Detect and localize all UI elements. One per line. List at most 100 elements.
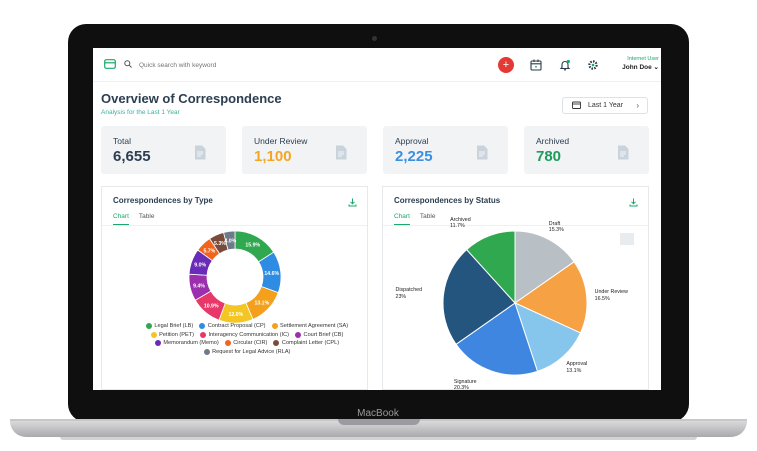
donut-data-label: 13.1% — [254, 300, 269, 306]
pie-slice-dispatched[interactable] — [442, 248, 516, 346]
donut-data-label: 4.0% — [224, 238, 236, 244]
pie-label-under-review: Under Review 16.5% — [595, 289, 628, 302]
search-icon — [124, 60, 132, 68]
type-panel-title: Correspondences by Type — [113, 196, 213, 205]
pie-label-value: 11.7% — [450, 223, 465, 230]
pie-label-name: Dispatched — [395, 287, 423, 294]
pie-label-name: Signature — [453, 378, 477, 385]
stat-value: 6,655 — [113, 148, 151, 165]
legend-item-petition-pet[interactable]: Petition (PET) — [150, 331, 194, 338]
pie-label-name: Under Review — [594, 289, 628, 296]
chevron-right-icon: › — [636, 101, 639, 110]
pie-label-value: 23% — [395, 293, 407, 300]
user-role: Internet User — [627, 56, 659, 62]
stat-label: Under Review — [254, 136, 308, 146]
pie-label-approval: Approval 13.1% — [566, 361, 587, 374]
pie-label-archived: Archived 11.7% — [450, 217, 471, 230]
tab-table[interactable]: Table — [419, 213, 436, 220]
pie-label-draft: Draft 15.3% — [549, 221, 564, 234]
stat-card-total[interactable]: Total 6,655 — [101, 126, 226, 174]
bell-icon[interactable] — [559, 59, 571, 71]
pie-slice-archived[interactable] — [465, 230, 516, 305]
add-button[interactable]: + — [498, 57, 514, 73]
pie-menu-placeholder — [620, 233, 634, 245]
document-icon — [476, 145, 488, 160]
tab-chart[interactable]: Chart — [394, 213, 410, 225]
pie-slice-under-review[interactable] — [513, 261, 588, 334]
document-icon — [335, 145, 347, 160]
stat-value: 1,100 — [254, 148, 292, 165]
user-name: John Doe ⌄ — [622, 64, 659, 71]
donut-data-label: 10.9% — [204, 303, 219, 309]
tab-chart[interactable]: Chart — [113, 213, 129, 225]
pie-label-value: 15.3% — [548, 227, 564, 234]
legend-label: Legal Brief (LB) — [154, 323, 194, 330]
legend-swatch — [154, 340, 161, 347]
date-range-label: Last 1 Year — [588, 102, 624, 109]
pie-label-signature: Signature 20.3% — [454, 379, 477, 390]
legend-label: Request for Legal Advice (RLA) — [212, 349, 291, 356]
pie-slice-draft[interactable] — [514, 230, 575, 304]
tab-table[interactable]: Table — [138, 213, 155, 220]
pie-label-value: 13.1% — [566, 367, 582, 374]
pie-label-name: Approval — [566, 361, 588, 368]
legend-label: Memorandum (Memo) — [163, 340, 219, 347]
page-title: Overview of Correspondence — [101, 91, 282, 106]
donut-data-label: 5.3% — [214, 241, 226, 247]
page-subtitle: Analysis for the Last 1 Year — [101, 109, 180, 116]
donut-slice-request-for-legal-advice-rla[interactable] — [223, 230, 236, 251]
status-panel-title: Correspondences by Status — [394, 196, 501, 205]
pie-slice-signature[interactable] — [455, 302, 539, 376]
laptop-base — [10, 421, 747, 437]
pie-label-name: Archived — [450, 216, 471, 223]
legend-item-request-for-legal-advice-rla[interactable]: Request for Legal Advice (RLA) — [203, 349, 291, 356]
legend-swatch — [199, 323, 206, 330]
search-input[interactable] — [139, 58, 339, 72]
laptop-notch — [338, 419, 420, 425]
pie-slice-approval[interactable] — [514, 302, 582, 373]
donut-data-label: 5.7% — [203, 248, 215, 254]
laptop-brand: MacBook — [357, 408, 399, 419]
legend-swatch — [224, 340, 231, 347]
document-icon — [617, 145, 629, 160]
legend-label: Interagency Communication (IC) — [208, 331, 290, 338]
document-icon — [194, 145, 206, 160]
legend-item-contract-proposal-cp[interactable]: Contract Proposal (CP) — [199, 323, 266, 330]
type-panel: Correspondences by Type Chart Table 15.9… — [101, 186, 368, 390]
calendar-icon[interactable] — [530, 59, 542, 71]
legend-swatch — [271, 323, 278, 330]
legend-item-circular-cir[interactable]: Circular (CIR) — [224, 340, 268, 347]
stat-card-under-review[interactable]: Under Review 1,100 — [242, 126, 367, 174]
stat-value: 780 — [536, 148, 562, 165]
legend-swatch — [203, 349, 210, 356]
legend-item-memorandum-memo[interactable]: Memorandum (Memo) — [154, 340, 219, 347]
donut-data-label: 14.6% — [264, 271, 279, 277]
user-menu[interactable]: Internet User John Doe ⌄ — [605, 56, 659, 71]
legend-item-interagency-communication-ic[interactable]: Interagency Communication (IC) — [200, 331, 290, 338]
tab-divider — [383, 225, 648, 226]
legend-item-settlement-agreement-sa[interactable]: Settlement Agreement (SA) — [271, 323, 349, 330]
donut-data-label: 9.0% — [194, 263, 206, 269]
stat-label: Approval — [395, 136, 429, 146]
app-screen: + Internet User John Doe ⌄ Overview of C… — [93, 48, 661, 390]
donut-data-label: 9.4% — [193, 284, 205, 290]
legend-label: Circular (CIR) — [233, 340, 268, 347]
settings-icon[interactable] — [587, 59, 599, 71]
legend-item-court-brief-cb[interactable]: Court Brief (CB) — [295, 331, 344, 338]
donut-data-label: 12.0% — [228, 312, 243, 318]
stat-card-archived[interactable]: Archived 780 — [524, 126, 649, 174]
type-donut-chart: 15.9% 14.6% 13.1% 12.0% 10.9% 9.4% 9.0% 5.7%5.3… — [188, 230, 282, 324]
card-icon[interactable] — [104, 59, 116, 69]
legend-label: Settlement Agreement (SA) — [280, 323, 349, 330]
pie-label-name: Draft — [548, 220, 561, 227]
legend-label: Court Brief (CB) — [303, 331, 344, 338]
legend-label: Contract Proposal (CP) — [207, 323, 266, 330]
download-icon[interactable] — [629, 194, 638, 207]
legend-item-legal-brief-lb[interactable]: Legal Brief (LB) — [145, 323, 194, 330]
legend-item-complaint-letter-cpl[interactable]: Complaint Letter (CPL) — [273, 340, 339, 347]
download-icon[interactable] — [348, 194, 357, 207]
date-range-button[interactable]: Last 1 Year › — [562, 97, 648, 114]
stat-card-approval[interactable]: Approval 2,225 — [383, 126, 508, 174]
pie-label-dispatched: Dispatched 23% — [396, 287, 423, 300]
